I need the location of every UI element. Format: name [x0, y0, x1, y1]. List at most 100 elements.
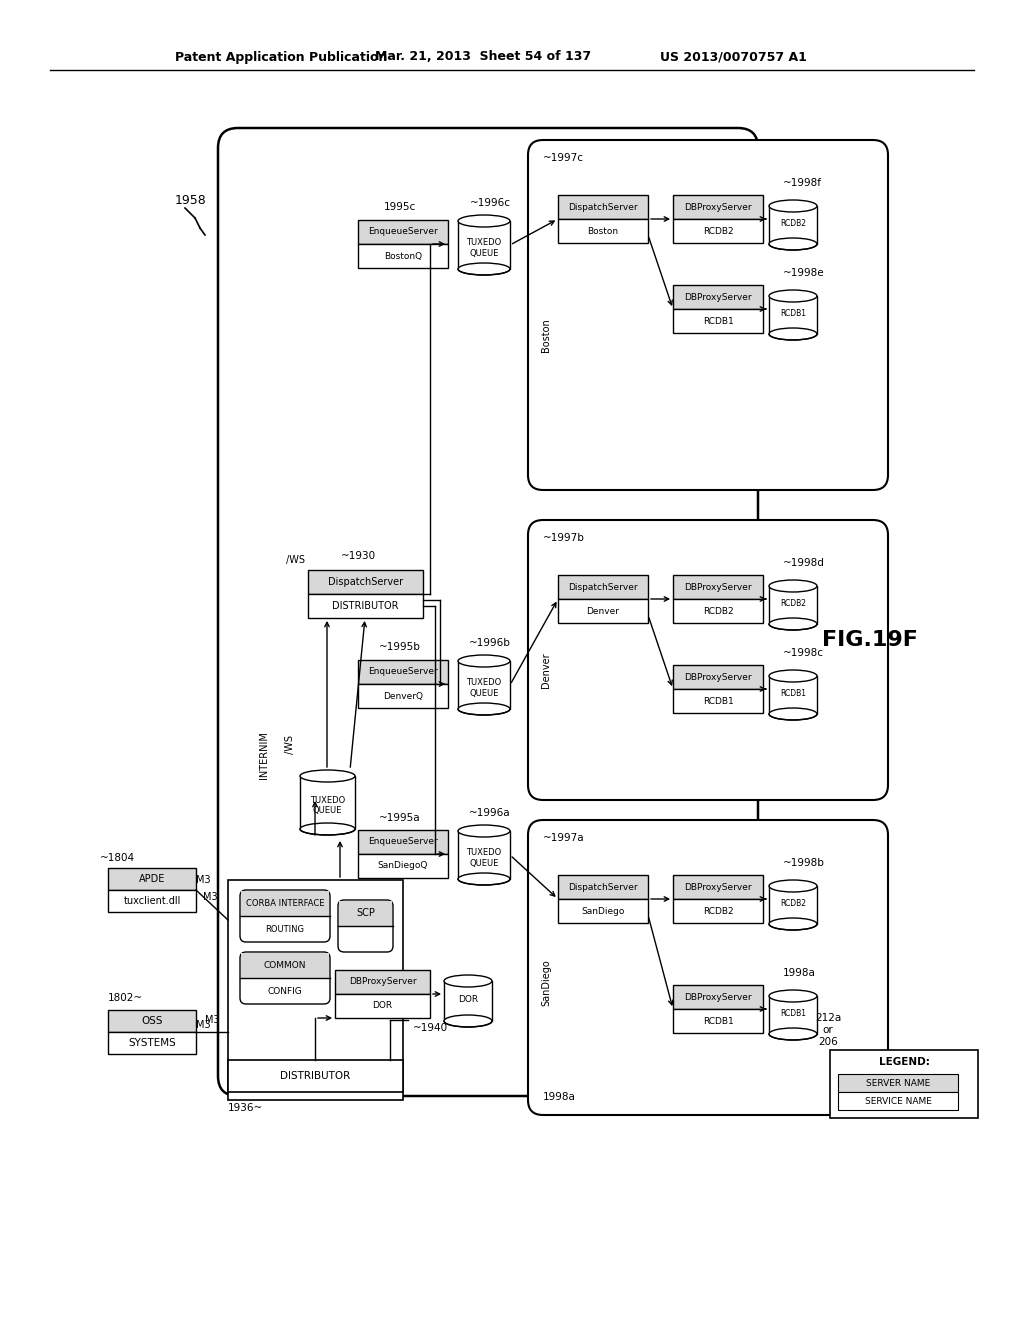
Text: DBProxyServer: DBProxyServer [349, 978, 417, 986]
Text: RCDB1: RCDB1 [780, 689, 806, 697]
Bar [358, 220, 449, 244]
Text: DISTRIBUTOR: DISTRIBUTOR [332, 601, 398, 611]
Ellipse shape [300, 770, 355, 781]
Text: M3: M3 [205, 1015, 219, 1026]
Text: M3: M3 [196, 1020, 211, 1030]
Ellipse shape [458, 873, 510, 884]
Ellipse shape [769, 201, 817, 213]
Bar [769, 296, 817, 334]
Text: tuxclient.dll: tuxclient.dll [123, 896, 180, 906]
Text: RCDB1: RCDB1 [780, 1008, 806, 1018]
Ellipse shape [458, 704, 510, 715]
Text: RCDB2: RCDB2 [702, 227, 733, 235]
Text: APDE: APDE [139, 874, 165, 884]
Text: ~1998e: ~1998e [783, 268, 824, 279]
Text: US 2013/0070757 A1: US 2013/0070757 A1 [660, 50, 807, 63]
Bar [308, 570, 423, 594]
Bar [339, 902, 392, 927]
Ellipse shape [769, 671, 817, 682]
Text: ~1996a: ~1996a [469, 808, 511, 818]
Text: M3: M3 [196, 875, 211, 884]
Text: ~1940: ~1940 [413, 1023, 447, 1034]
Text: COMMON: COMMON [264, 961, 306, 969]
Text: RCDB1: RCDB1 [702, 317, 733, 326]
Text: Denver: Denver [587, 606, 620, 615]
Text: DispatchServer: DispatchServer [568, 202, 638, 211]
FancyBboxPatch shape [338, 900, 393, 952]
Ellipse shape [458, 215, 510, 227]
Bar [358, 244, 449, 268]
Bar [558, 899, 648, 923]
Text: SanDiegoQ: SanDiegoQ [378, 862, 428, 870]
Bar [673, 899, 763, 923]
Ellipse shape [444, 975, 492, 987]
Ellipse shape [458, 825, 510, 837]
Text: DispatchServer: DispatchServer [568, 582, 638, 591]
Bar [108, 890, 196, 912]
Text: TUXEDO
QUEUE: TUXEDO QUEUE [310, 796, 345, 816]
Text: TUXEDO
QUEUE: TUXEDO QUEUE [466, 239, 502, 257]
Text: SanDiego: SanDiego [582, 907, 625, 916]
Bar [241, 891, 329, 916]
Text: Patent Application Publication: Patent Application Publication [175, 50, 387, 63]
Text: RCDB2: RCDB2 [702, 606, 733, 615]
Text: RCDB2: RCDB2 [780, 899, 806, 908]
Text: EnqueueServer: EnqueueServer [368, 227, 438, 236]
Ellipse shape [769, 579, 817, 591]
Text: EnqueueServer: EnqueueServer [368, 668, 438, 676]
Bar [673, 309, 763, 333]
Text: ~1998d: ~1998d [783, 558, 825, 568]
Text: 1998a: 1998a [543, 1092, 575, 1102]
Text: CORBA INTERFACE: CORBA INTERFACE [246, 899, 325, 908]
Text: ~1995b: ~1995b [379, 642, 421, 652]
Bar [558, 576, 648, 599]
Bar [444, 981, 492, 1020]
Text: DispatchServer: DispatchServer [568, 883, 638, 891]
Bar [558, 599, 648, 623]
Bar [558, 875, 648, 899]
Bar [108, 1032, 196, 1053]
Ellipse shape [769, 990, 817, 1002]
Bar [558, 195, 648, 219]
FancyBboxPatch shape [528, 820, 888, 1115]
Text: DBProxyServer: DBProxyServer [684, 672, 752, 681]
Text: RCDB1: RCDB1 [780, 309, 806, 318]
Ellipse shape [769, 618, 817, 630]
Text: RCDB2: RCDB2 [702, 907, 733, 916]
Text: ROUTING: ROUTING [265, 924, 304, 933]
Text: ~1996c: ~1996c [469, 198, 511, 209]
Text: SERVICE NAME: SERVICE NAME [864, 1097, 932, 1106]
Bar [458, 220, 510, 269]
Text: SanDiego: SanDiego [541, 960, 551, 1006]
Bar [228, 1060, 403, 1092]
Ellipse shape [769, 327, 817, 341]
Bar [769, 886, 817, 924]
Text: ~1997b: ~1997b [543, 533, 585, 543]
Text: DBProxyServer: DBProxyServer [684, 582, 752, 591]
FancyBboxPatch shape [528, 520, 888, 800]
Bar [769, 676, 817, 714]
Bar [358, 830, 449, 854]
Text: 1998a: 1998a [783, 968, 816, 978]
Ellipse shape [769, 1028, 817, 1040]
Text: Denver: Denver [541, 652, 551, 688]
FancyBboxPatch shape [528, 140, 888, 490]
Text: CONFIG: CONFIG [267, 986, 302, 995]
Text: DBProxyServer: DBProxyServer [684, 202, 752, 211]
Bar [241, 953, 329, 978]
Text: ~1804: ~1804 [100, 853, 135, 863]
Text: SCP: SCP [356, 908, 375, 917]
Text: TUXEDO
QUEUE: TUXEDO QUEUE [466, 678, 502, 698]
Bar [300, 776, 355, 829]
Bar [673, 875, 763, 899]
Ellipse shape [769, 238, 817, 249]
Text: DBProxyServer: DBProxyServer [684, 883, 752, 891]
Bar [108, 869, 196, 890]
Text: ~1998c: ~1998c [783, 648, 824, 657]
Bar [308, 594, 423, 618]
Text: 1936~: 1936~ [228, 1104, 263, 1113]
FancyBboxPatch shape [240, 890, 330, 942]
Text: DOR: DOR [373, 1002, 392, 1011]
Text: FIG.19F: FIG.19F [822, 630, 918, 649]
Bar [673, 985, 763, 1008]
